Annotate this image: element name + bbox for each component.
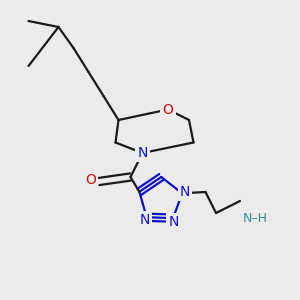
Text: N: N bbox=[180, 185, 190, 199]
Text: O: O bbox=[163, 103, 173, 116]
Text: N: N bbox=[169, 215, 179, 229]
Text: N–H: N–H bbox=[242, 212, 268, 226]
Text: N: N bbox=[137, 146, 148, 160]
Text: N: N bbox=[140, 213, 150, 227]
Text: O: O bbox=[85, 173, 96, 187]
